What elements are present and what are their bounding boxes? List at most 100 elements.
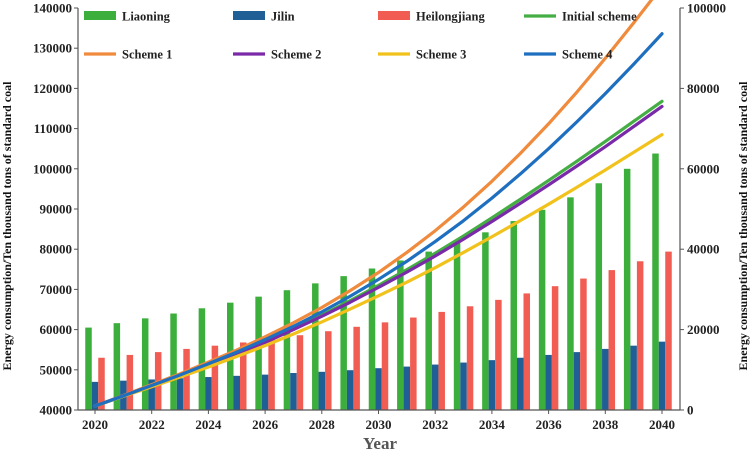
x-tick-2038: 2038 [592, 417, 619, 432]
legend-swatch-jilin [233, 11, 265, 20]
x-tick-2036: 2036 [536, 417, 563, 432]
y-left-tick-40000: 40000 [40, 403, 73, 418]
bar-liaoning-2032 [425, 251, 432, 410]
bar-jilin-2032 [431, 364, 439, 410]
bar-heilongjiang-2025 [240, 342, 247, 410]
legend-swatch-liaoning [84, 11, 116, 20]
bars-layer [85, 153, 672, 410]
y-axis-right-title: Energy consumption/Ten thousand tons of … [736, 81, 750, 371]
bar-heilongjiang-2030 [381, 322, 389, 410]
bar-jilin-2030 [375, 368, 382, 410]
x-tick-2020: 2020 [82, 417, 108, 432]
line-scheme-4 [93, 32, 664, 408]
y-right-tick-20000: 20000 [687, 322, 720, 337]
bar-liaoning-2023 [170, 313, 177, 410]
y-left-tick-60000: 60000 [40, 322, 73, 337]
bar-jilin-2035 [517, 357, 524, 410]
bar-liaoning-2030 [368, 268, 376, 410]
x-tick-2022: 2022 [139, 417, 165, 432]
y-left-tick-80000: 80000 [40, 242, 73, 257]
legend-label-scheme-2: Scheme 2 [271, 48, 321, 62]
y-right-tick-0: 0 [687, 403, 694, 418]
bar-heilongjiang-2024 [211, 345, 219, 410]
y-left-tick-130000: 130000 [33, 41, 72, 56]
bar-liaoning-2021 [113, 323, 121, 410]
legend-label-liaoning: Liaoning [122, 10, 171, 24]
bar-liaoning-2036 [538, 209, 546, 410]
y-right-tick-100000: 100000 [687, 1, 726, 16]
bar-liaoning-2040 [652, 153, 659, 410]
x-tick-2040: 2040 [649, 417, 675, 432]
bar-heilongjiang-2027 [296, 335, 304, 410]
legend-label-scheme-3: Scheme 3 [416, 48, 466, 62]
bar-liaoning-2037 [567, 197, 574, 410]
bar-jilin-2022 [148, 379, 155, 410]
bar-jilin-2023 [176, 378, 184, 410]
bar-jilin-2024 [205, 377, 212, 410]
y-left-tick-70000: 70000 [40, 282, 73, 297]
bar-jilin-2033 [460, 362, 467, 410]
bar-jilin-2026 [261, 374, 269, 410]
y-right-tick-60000: 60000 [687, 161, 720, 176]
y-left-tick-110000: 110000 [34, 121, 72, 136]
bar-heilongjiang-2021 [126, 354, 134, 410]
bar-jilin-2031 [403, 366, 411, 410]
legend-label-scheme-4: Scheme 4 [562, 48, 613, 62]
x-tick-2028: 2028 [309, 417, 336, 432]
x-tick-2030: 2030 [366, 417, 392, 432]
bar-heilongjiang-2034 [495, 299, 502, 410]
bar-jilin-2039 [630, 345, 637, 410]
legend-label-heilongjiang: Heilongjiang [416, 10, 486, 24]
bar-jilin-2027 [290, 373, 297, 410]
bar-heilongjiang-2035 [523, 293, 530, 410]
y-left-tick-50000: 50000 [40, 362, 73, 377]
bar-liaoning-2020 [85, 327, 92, 410]
bar-liaoning-2039 [623, 168, 631, 410]
bar-liaoning-2038 [595, 183, 603, 410]
y-left-tick-120000: 120000 [33, 81, 72, 96]
bar-heilongjiang-2028 [325, 331, 332, 410]
legend-swatch-heilongjiang [378, 11, 410, 20]
bar-liaoning-2022 [141, 318, 149, 410]
x-tick-2026: 2026 [252, 417, 279, 432]
legend-label-jilin: Jilin [271, 10, 295, 24]
bar-heilongjiang-2036 [551, 286, 559, 410]
bar-liaoning-2031 [397, 260, 404, 410]
bar-heilongjiang-2032 [438, 311, 445, 410]
bar-liaoning-2035 [510, 221, 517, 410]
bar-heilongjiang-2038 [608, 270, 616, 410]
bar-heilongjiang-2029 [353, 326, 360, 410]
y-axis-left-title: Energy consumption/Ten thousand tons of … [0, 81, 14, 371]
legend: Liaoning Jilin Heilongjiang Initial scheme S… [84, 10, 637, 62]
line-scheme-3 [93, 133, 664, 408]
bar-liaoning-2024 [198, 308, 206, 410]
y-left-tick-90000: 90000 [40, 202, 73, 217]
bar-jilin-2037 [573, 352, 581, 410]
y-left-tick-140000: 140000 [33, 1, 72, 16]
bar-liaoning-2034 [482, 232, 489, 410]
bar-heilongjiang-2039 [636, 261, 644, 410]
legend-label-initial-scheme: Initial scheme [562, 10, 637, 24]
lines-layer [93, 0, 664, 408]
bar-heilongjiang-2037 [580, 278, 587, 410]
bar-heilongjiang-2023 [183, 348, 190, 410]
bar-jilin-2036 [545, 354, 552, 410]
y-right-tick-40000: 40000 [687, 242, 720, 257]
bar-liaoning-2028 [312, 283, 319, 410]
bar-heilongjiang-2031 [410, 317, 417, 410]
axes-layer: 40000 50000 60000 70000 80000 90000 100000 1100… [33, 1, 726, 433]
bar-liaoning-2033 [453, 242, 461, 410]
legend-label-scheme-1: Scheme 1 [122, 48, 172, 62]
bar-heilongjiang-2020 [98, 357, 105, 410]
bar-liaoning-2029 [340, 276, 347, 410]
bar-heilongjiang-2033 [466, 306, 474, 410]
bar-jilin-2028 [318, 371, 326, 410]
bar-jilin-2034 [488, 360, 496, 410]
x-tick-2034: 2034 [479, 417, 506, 432]
bar-jilin-2029 [346, 370, 354, 410]
y-left-tick-100000: 100000 [33, 161, 72, 176]
x-axis-title: Year [363, 434, 397, 453]
x-tick-2024: 2024 [195, 417, 222, 432]
bar-heilongjiang-2040 [665, 251, 672, 410]
